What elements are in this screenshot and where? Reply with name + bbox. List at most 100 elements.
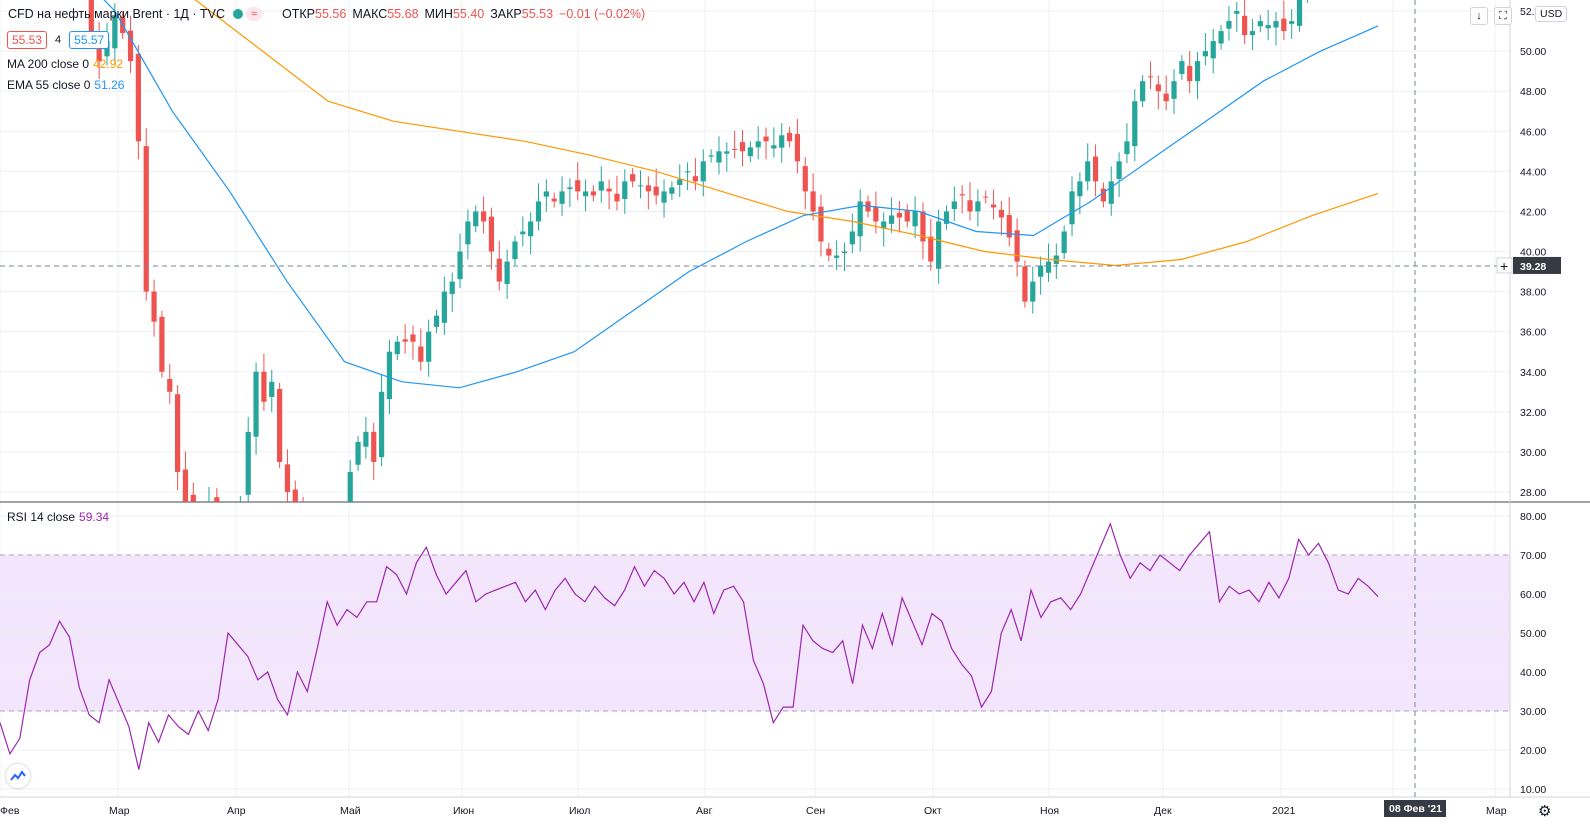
sell-button[interactable]: 55.53 <box>7 31 48 49</box>
candle <box>786 126 793 148</box>
candle-body <box>873 206 879 222</box>
candle-body <box>779 135 785 148</box>
tradingview-logo-icon[interactable] <box>6 764 30 788</box>
candle-body <box>1289 21 1295 24</box>
add-alert-button <box>1496 257 1513 274</box>
candle <box>378 373 385 467</box>
candle <box>1085 143 1091 191</box>
x-tick-label: Май <box>340 805 361 817</box>
candle <box>1242 0 1248 45</box>
candle <box>151 279 157 337</box>
candle <box>567 178 573 208</box>
candle <box>159 310 165 378</box>
candle-body <box>771 145 777 149</box>
candle-body <box>488 216 495 252</box>
candle <box>896 201 903 233</box>
candle-body <box>559 191 565 204</box>
candle <box>684 162 691 191</box>
candle-body <box>1140 81 1146 102</box>
candle <box>677 164 683 198</box>
candle-body <box>135 53 141 142</box>
candle <box>943 205 950 230</box>
candle <box>779 123 785 163</box>
candle <box>175 385 181 490</box>
candle-body <box>732 148 738 150</box>
candle <box>1108 166 1114 216</box>
x-tick-label: Июл <box>569 805 590 817</box>
candle <box>802 157 808 210</box>
candle-body <box>708 155 714 157</box>
candle-body <box>692 176 699 182</box>
buy-button[interactable]: 55.57 <box>69 31 110 49</box>
candle-body <box>1281 18 1287 32</box>
candle <box>1022 260 1028 308</box>
candle-body <box>747 147 753 157</box>
candle-body <box>245 431 251 495</box>
candle <box>441 276 447 335</box>
candle-body <box>1092 156 1099 182</box>
candle-body <box>175 394 181 472</box>
candle <box>1006 197 1012 247</box>
candle-body <box>378 391 385 458</box>
candle <box>1140 75 1146 108</box>
candle-body <box>1155 84 1161 92</box>
candle <box>261 353 267 411</box>
data-mode-badge[interactable]: ≈ <box>246 7 263 21</box>
settings-gear-icon[interactable]: ⚙ <box>1538 803 1552 820</box>
symbol-title[interactable]: CFD на нефть марки Brent · 1Д · TVC <box>8 7 225 21</box>
candle-body <box>630 174 636 182</box>
candle-body <box>818 206 824 242</box>
candle <box>1116 152 1122 198</box>
candle-body <box>1132 101 1138 147</box>
candle <box>739 130 746 167</box>
candle-body <box>794 134 801 162</box>
market-status-icon <box>233 9 243 19</box>
fullscreen-button[interactable]: ⛶ <box>1494 7 1512 25</box>
ema55-legend[interactable]: EMA 55 close 0 51.26 <box>7 78 124 92</box>
candle-body <box>167 378 173 392</box>
candle-body <box>1226 21 1232 29</box>
candle <box>1038 256 1044 295</box>
currency-button[interactable]: USD <box>1535 6 1568 22</box>
candle <box>512 235 518 266</box>
candle-body <box>967 200 973 212</box>
candle <box>582 179 589 212</box>
rsi-tick-label: 20.00 <box>1520 745 1546 757</box>
candle <box>959 185 965 214</box>
scroll-down-button[interactable]: ↓ <box>1470 7 1488 25</box>
candle <box>543 179 549 212</box>
candle <box>182 451 189 502</box>
candle <box>1030 266 1036 314</box>
candle-body <box>1242 15 1248 36</box>
candle-body <box>504 261 510 284</box>
price-tick-label: 30.00 <box>1520 447 1546 459</box>
ma200-legend[interactable]: MA 200 close 0 42.92 <box>7 57 123 71</box>
candle-body <box>363 431 369 447</box>
candle-body <box>684 171 691 173</box>
candle <box>143 128 149 301</box>
candle <box>614 175 620 211</box>
candle-body <box>1045 261 1052 273</box>
candle-body <box>480 211 487 222</box>
quote-row: 55.53 4 55.57 <box>7 31 110 49</box>
candle <box>951 186 957 222</box>
candle <box>857 189 863 252</box>
candle-body <box>975 201 981 212</box>
candle <box>692 158 699 191</box>
candle-body <box>465 221 471 245</box>
candle-body <box>277 388 283 462</box>
candle <box>135 44 141 160</box>
candle-body <box>520 231 526 235</box>
candle <box>355 435 361 471</box>
candle <box>418 328 424 371</box>
candle-body <box>834 255 840 258</box>
candle <box>645 176 651 210</box>
high-label: МАКС <box>352 7 388 21</box>
rsi-legend[interactable]: RSI 14 close 59.34 <box>7 510 109 524</box>
candle-body <box>269 381 275 398</box>
candle <box>480 196 487 234</box>
candle <box>716 136 722 175</box>
candle <box>724 142 730 172</box>
x-tick-label: Июн <box>453 805 474 817</box>
